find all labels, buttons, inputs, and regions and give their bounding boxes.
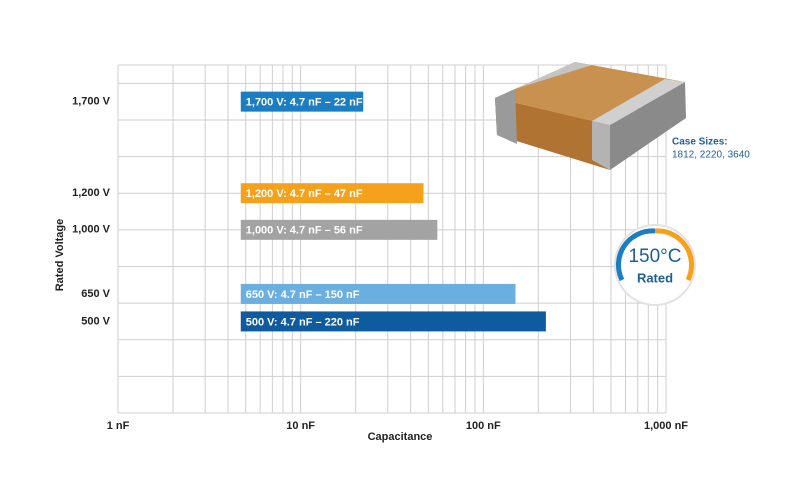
badge-temperature: 150°C <box>628 246 681 267</box>
bar-label: 650 V: 4.7 nF – 150 nF <box>246 289 360 301</box>
temperature-badge: 150°C Rated <box>614 224 696 306</box>
bar-label: 500 V: 4.7 nF – 220 nF <box>246 316 360 328</box>
y-tick-label: 500 V <box>81 315 110 327</box>
bar <box>240 219 438 240</box>
x-axis-label: Capacitance <box>368 431 433 443</box>
capacitor-image <box>495 62 686 170</box>
bar <box>240 283 516 304</box>
y-axis-label: Rated Voltage <box>54 219 66 292</box>
bar-label: 1,700 V: 4.7 nF – 22 nF <box>246 97 363 109</box>
case-sizes-title: Case Sizes: <box>672 137 728 148</box>
x-tick-label: 100 nF <box>466 420 501 432</box>
x-tick-label: 1 nF <box>107 420 130 432</box>
bar <box>240 183 424 204</box>
bar-label: 1,000 V: 4.7 nF – 56 nF <box>246 225 363 237</box>
y-tick-label: 1,200 V <box>72 187 111 199</box>
badge-label: Rated <box>637 270 673 285</box>
y-tick-label: 1,000 V <box>72 224 111 236</box>
y-tick-label: 650 V <box>81 288 110 300</box>
marks: 1,700 V: 4.7 nF – 22 nF 1,200 V: 4.7 nF –… <box>240 91 546 332</box>
y-tick-label: 1,700 V <box>72 96 111 108</box>
bar <box>240 91 364 112</box>
x-tick-label: 10 nF <box>286 420 315 432</box>
case-sizes: 1812, 2220, 3640 <box>672 150 750 161</box>
bar-label: 1,200 V: 4.7 nF – 47 nF <box>246 188 363 200</box>
x-tick-label: 1,000 nF <box>644 420 688 432</box>
bar <box>240 311 546 332</box>
